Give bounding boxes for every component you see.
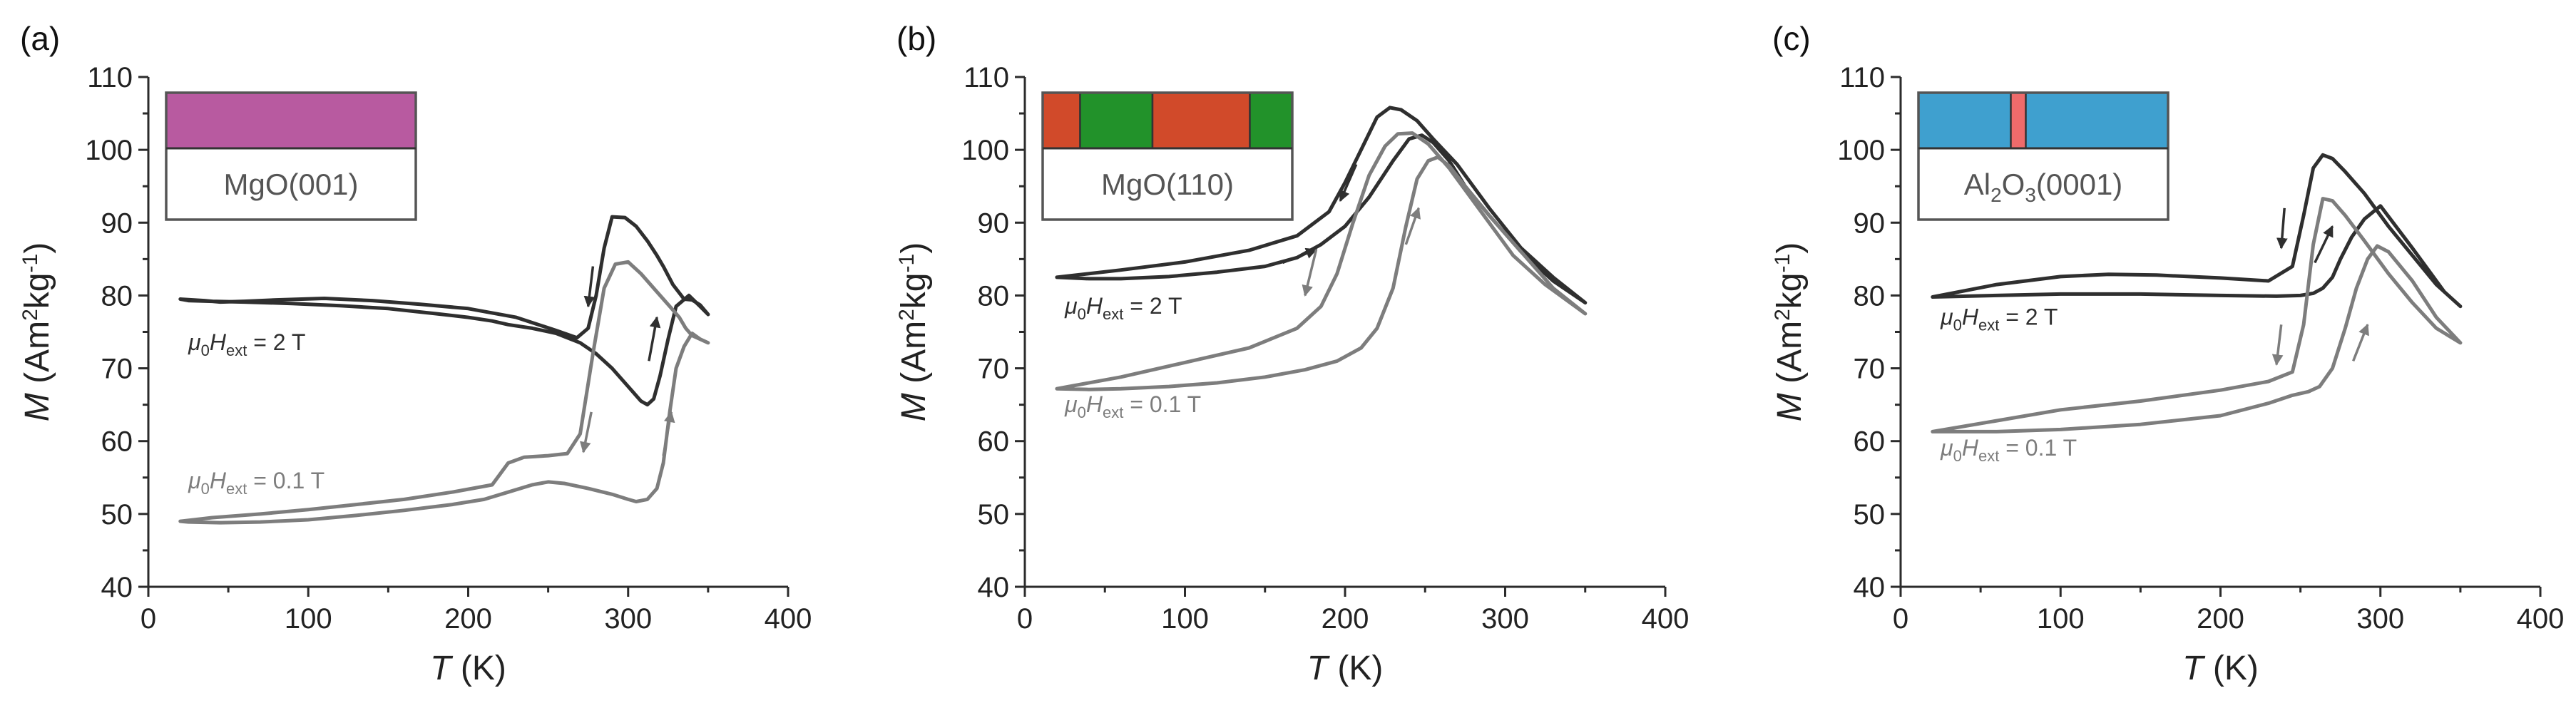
y-tick-label: 50 [101, 499, 133, 530]
direction-arrow [2271, 324, 2284, 366]
series-line-high [178, 215, 710, 407]
panel-a: (a) 0 100 200 300 400 40 50 60 70 80 90 100 110 T (K) M… [19, 20, 812, 687]
x-tick-label: 400 [765, 603, 812, 635]
y-tick-label: 110 [964, 62, 1009, 93]
substrate-inset: MgO(001) [165, 91, 417, 221]
direction-arrow [662, 411, 675, 456]
y-tick-label: 80 [978, 280, 1010, 312]
film-layer [1041, 91, 1081, 150]
y-axis-label: M (Am2kg-1) [895, 242, 933, 421]
x-tick-label: 0 [1893, 603, 1908, 635]
direction-arrow [648, 316, 661, 361]
field-label-high: μ0Hext = 2 T [1064, 293, 1182, 323]
y-tick-label: 110 [1839, 62, 1885, 93]
field-label-low: μ0Hext = 0.1 T [188, 468, 324, 498]
x-axis-label: T (K) [2182, 650, 2259, 687]
direction-arrow [1339, 163, 1358, 202]
y-tick-label: 60 [978, 426, 1010, 458]
y-axis-label: M (Am2kg-1) [19, 242, 56, 421]
inset-frame [165, 91, 417, 221]
y-tick-label: 70 [1854, 354, 1886, 385]
y-tick-label: 40 [101, 572, 133, 603]
y-tick-label: 90 [978, 207, 1010, 239]
x-tick-label: 300 [604, 603, 652, 635]
direction-arrow [583, 266, 596, 308]
y-tick-label: 40 [1854, 572, 1886, 603]
x-tick-label: 100 [2037, 603, 2085, 635]
field-label-low: μ0Hext = 0.1 T [1064, 391, 1201, 421]
panel-c: (c) 0 100 200 300 400 40 50 60 70 80 90 100 110 T (K) M… [1771, 20, 2564, 687]
y-tick-label: 70 [978, 354, 1010, 385]
field-label-low: μ0Hext = 0.1 T [1940, 435, 2077, 465]
series-line-low [1055, 131, 1588, 391]
y-tick-label: 90 [1854, 207, 1886, 239]
series-line-high [1931, 153, 2463, 309]
x-tick-label: 200 [2197, 603, 2244, 635]
direction-arrow [580, 411, 593, 453]
direction-arrow [2351, 323, 2369, 362]
x-tick-label: 100 [285, 603, 332, 635]
field-label-high: μ0Hext = 2 T [1940, 304, 2058, 334]
direction-arrow [2314, 225, 2334, 264]
y-tick-label: 90 [101, 207, 133, 239]
y-tick-label: 80 [1854, 280, 1886, 312]
y-tick-label: 60 [1854, 426, 1886, 458]
direction-arrow [1302, 249, 1318, 297]
y-tick-label: 50 [978, 499, 1010, 530]
panel-label: (c) [1772, 20, 1811, 57]
direction-arrow [1282, 247, 1318, 265]
panel-b: (b) 0 100 200 300 400 40 50 60 70 80 90 100 110 T (K) M… [895, 20, 1689, 687]
substrate-inset: Al2O3(0001) [1917, 91, 2169, 221]
film-layer [1249, 91, 1294, 150]
y-tick-label: 80 [101, 280, 133, 312]
series-line-low [1931, 197, 2463, 433]
x-tick-label: 200 [1322, 603, 1369, 635]
y-axis-label: M (Am2kg-1) [1771, 242, 1809, 421]
x-axis-label: T (K) [430, 650, 506, 687]
substrate-inset: MgO(110) [1041, 91, 1294, 221]
x-tick-label: 400 [2517, 603, 2565, 635]
direction-arrow [2276, 207, 2288, 250]
y-tick-label: 100 [1837, 135, 1885, 166]
y-tick-label: 70 [101, 354, 133, 385]
film-layer [1079, 91, 1154, 150]
inset-frame [1917, 91, 2169, 221]
y-tick-label: 100 [85, 135, 133, 166]
x-tick-label: 300 [2356, 603, 2404, 635]
panel-label: (a) [20, 20, 60, 57]
y-tick-label: 60 [101, 426, 133, 458]
x-tick-label: 200 [444, 603, 492, 635]
film-layer [1917, 91, 2169, 150]
x-tick-label: 0 [1017, 603, 1033, 635]
inset-frame [1041, 91, 1294, 221]
direction-arrow [1404, 207, 1421, 245]
y-tick-label: 40 [978, 572, 1010, 603]
film-layer [1151, 91, 1251, 150]
y-tick-label: 100 [961, 135, 1009, 166]
x-tick-label: 400 [1642, 603, 1690, 635]
x-tick-label: 0 [140, 603, 156, 635]
x-axis-label: T (K) [1307, 650, 1384, 687]
film-layer [2010, 91, 2027, 150]
x-tick-label: 300 [1481, 603, 1529, 635]
field-label-high: μ0Hext = 2 T [188, 329, 305, 359]
substrate-label: MgO(110) [1101, 168, 1234, 201]
film-layer [165, 91, 417, 150]
x-tick-label: 100 [1161, 603, 1209, 635]
series-line-low [178, 260, 710, 525]
y-tick-label: 110 [87, 62, 133, 93]
substrate-label: MgO(001) [223, 168, 358, 201]
panel-label: (b) [896, 20, 936, 57]
substrate-label: Al2O3(0001) [1964, 168, 2123, 206]
y-tick-label: 50 [1854, 499, 1886, 530]
